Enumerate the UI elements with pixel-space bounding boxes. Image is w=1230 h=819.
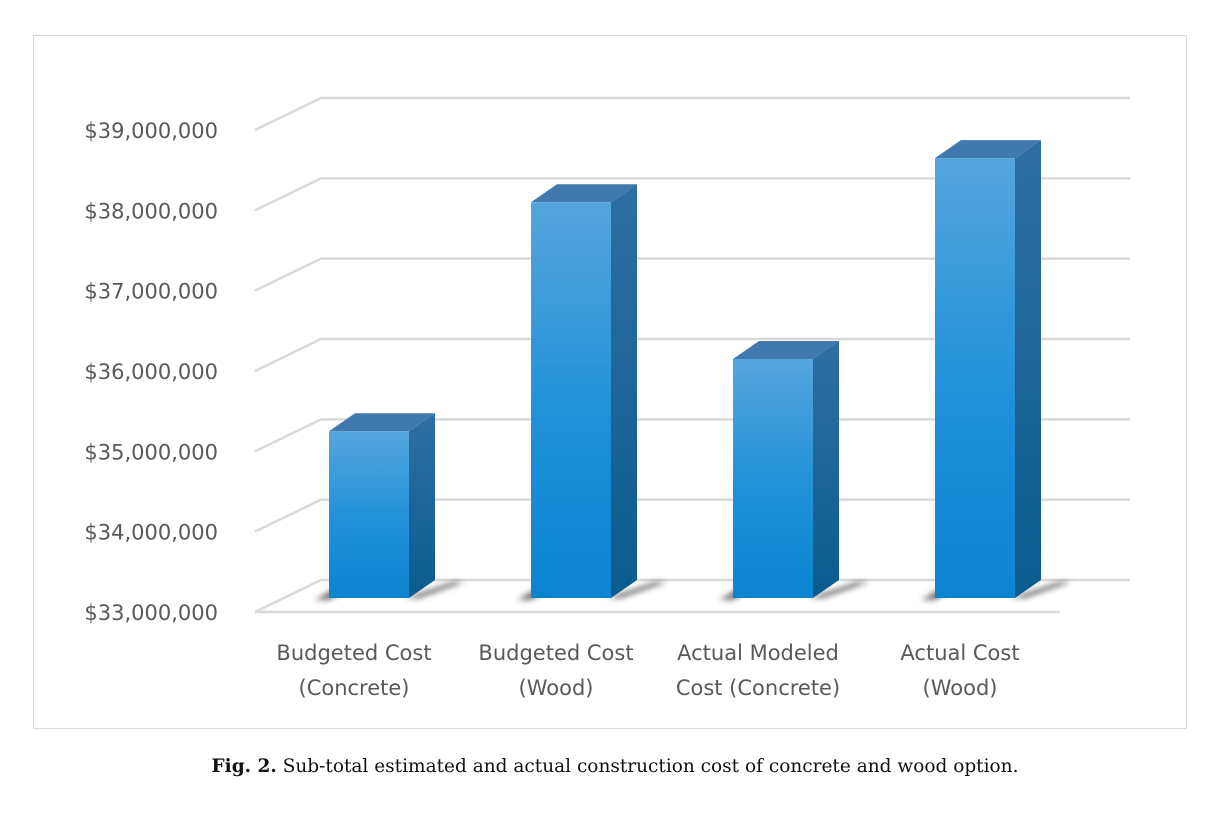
x-tick-label-line: (Concrete) [299,676,410,700]
bar [315,413,465,600]
y-tick-label: $34,000,000 [84,521,218,545]
x-axis-tick-labels: Budgeted Cost (Concrete) Budgeted Cost (Woo… [276,641,1019,700]
bar [719,340,869,600]
x-tick-label-line: Budgeted Cost [478,641,633,665]
gridline [254,177,1130,212]
bar-front-face [733,358,813,598]
gridline [254,498,1130,533]
y-tick-label: $36,000,000 [84,360,218,384]
x-tick-label: Budgeted Cost (Concrete) [276,641,431,700]
bar-top-face [935,140,1041,159]
bar-shadow [405,582,465,598]
bar-side-face [1015,140,1041,598]
gridline [254,337,1130,373]
figure-caption: Fig. 2. Sub-total estimated and actual c… [0,756,1230,777]
figure-caption-text: Sub-total estimated and actual construct… [282,756,1019,777]
x-tick-label-line: Budgeted Cost [276,641,431,665]
x-tick-label-line: Actual Modeled [677,641,839,665]
y-tick-label: $38,000,000 [84,199,218,223]
bar-top-face [733,340,839,359]
x-tick-label-line: (Wood) [519,676,594,700]
y-tick-label: $33,000,000 [84,601,218,625]
bar-front-face [329,431,409,598]
bar-side-face [813,340,839,598]
x-tick-label: Actual Cost (Wood) [900,641,1019,700]
bar-shadow [1011,582,1071,598]
y-tick-label: $35,000,000 [84,440,218,464]
gridline [254,257,1130,292]
bar-front-face [531,202,611,599]
bar-top-face [329,413,435,432]
bar-side-face [409,413,435,598]
x-tick-label: Actual Modeled Cost (Concrete) [676,641,840,700]
y-tick-label: $39,000,000 [84,119,218,143]
y-tick-label: $37,000,000 [84,280,218,304]
bar-shadow [809,582,869,598]
x-tick-label-line: Actual Cost [900,641,1019,665]
bar-side-face [611,184,637,599]
bar [921,140,1071,600]
figure-label: Fig. 2. [211,756,277,777]
bar-front-face [935,158,1015,598]
gridline [254,578,1130,614]
x-tick-label-line: Cost (Concrete) [676,676,840,700]
bars [315,140,1071,600]
gridline [254,96,1130,132]
x-tick-label-line: (Wood) [923,676,998,700]
gridlines [254,96,1130,614]
bar-shadow [607,582,667,598]
bar [517,184,667,600]
x-tick-label: Budgeted Cost (Wood) [478,641,633,700]
gridline [254,418,1130,453]
bar-top-face [531,184,637,203]
bar-chart: $33,000,000 $34,000,000 $35,000,000 $36,000… [84,96,1130,700]
y-axis-tick-labels: $33,000,000 $34,000,000 $35,000,000 $36,000… [84,119,218,625]
